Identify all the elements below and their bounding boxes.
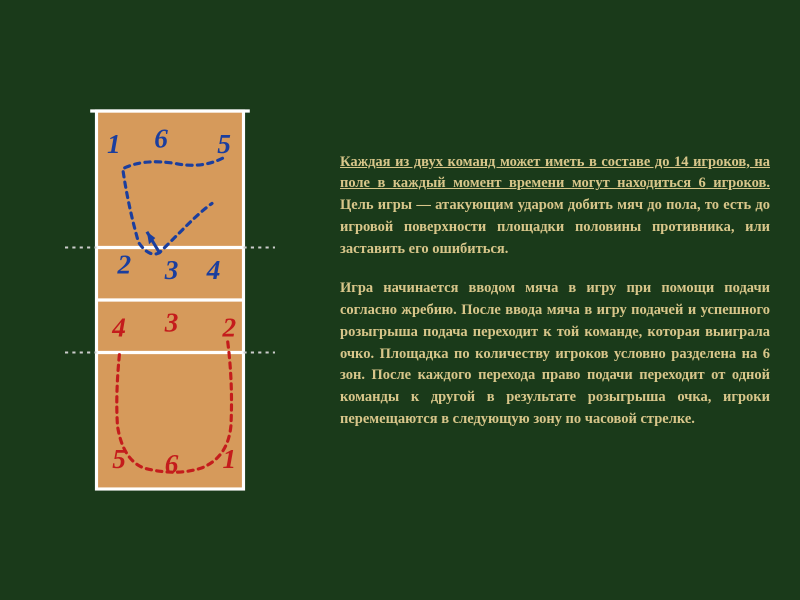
svg-text:1: 1: [223, 444, 237, 474]
slide: 165234 432561 Каждая из двух команд може…: [0, 0, 800, 600]
text-panel: Каждая из двух команд может иметь в сост…: [320, 20, 770, 580]
svg-text:3: 3: [164, 255, 179, 285]
court-container: 165234 432561: [60, 90, 280, 510]
svg-text:2: 2: [117, 250, 132, 280]
svg-text:5: 5: [217, 129, 231, 159]
paragraph-1-rest: Цель игры — атакующим ударом добить мяч …: [340, 197, 770, 257]
svg-text:2: 2: [222, 313, 237, 343]
svg-text:6: 6: [165, 449, 179, 479]
volleyball-court-diagram: 165234 432561: [60, 90, 280, 510]
svg-text:4: 4: [206, 255, 221, 285]
paragraph-1-underlined: Каждая из двух команд может иметь в сост…: [340, 154, 770, 192]
svg-text:3: 3: [164, 308, 179, 338]
paragraph-1: Каждая из двух команд может иметь в сост…: [340, 152, 770, 261]
svg-text:6: 6: [154, 124, 168, 154]
svg-text:1: 1: [107, 129, 121, 159]
svg-text:4: 4: [111, 313, 126, 343]
svg-text:5: 5: [112, 444, 126, 474]
diagram-panel: 165234 432561: [20, 20, 320, 580]
paragraph-2: Игра начинается вводом мяча в игру при п…: [340, 278, 770, 430]
